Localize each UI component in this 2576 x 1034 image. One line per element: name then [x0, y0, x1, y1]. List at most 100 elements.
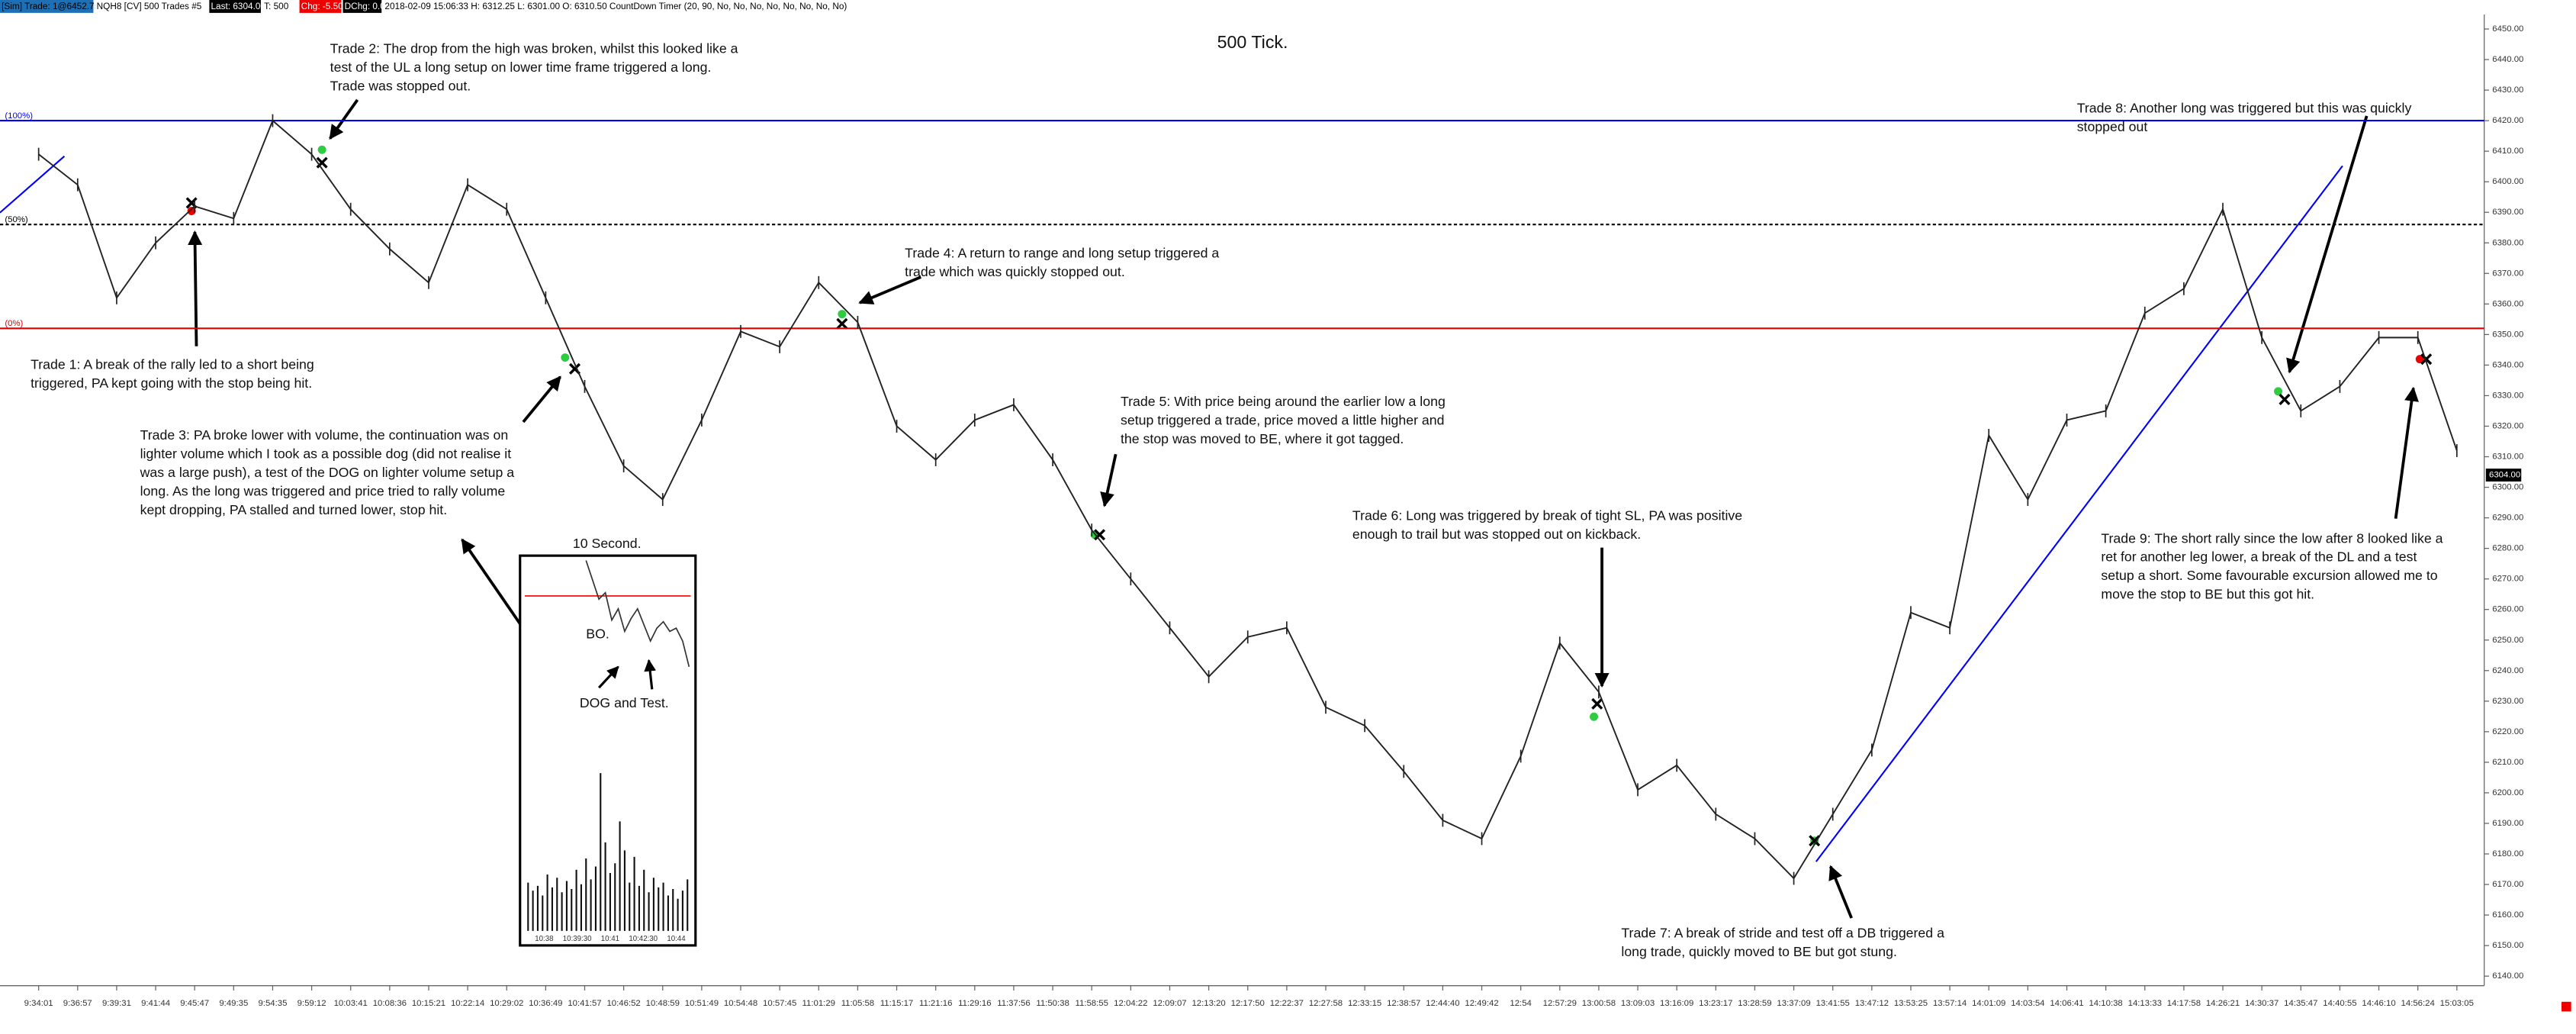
status-text: Chg: -5.50 — [301, 1, 344, 11]
arrow — [522, 375, 561, 424]
annotation: Trade 7: A break of stride and test off … — [1621, 925, 1944, 940]
x-tick-label: 12:44:40 — [1426, 999, 1459, 1008]
x-tick-label: 13:47:12 — [1855, 999, 1889, 1008]
inset-price — [585, 560, 690, 667]
inset-x-axis: 10:38 10:39:30 10:41 10:42:30 10:44 — [535, 935, 686, 943]
y-tick-label: 6220.00 — [2492, 727, 2523, 736]
annotation: Trade 1: A break of the rally led to a s… — [31, 356, 314, 372]
x-tick-label: 12:49:42 — [1465, 999, 1498, 1008]
y-tick-label: 6330.00 — [2492, 391, 2523, 400]
status-cell — [209, 0, 261, 13]
x-tick-label: 14:01:09 — [1972, 999, 2005, 1008]
x-tick-label: 12:38:57 — [1387, 999, 1420, 1008]
annotation: move the stop to BE but this got hit. — [2101, 587, 2314, 602]
x-tick-label: 11:37:56 — [997, 999, 1030, 1008]
x-tick-label: 11:05:58 — [841, 999, 874, 1008]
x-tick-label: 10:36:49 — [529, 999, 562, 1008]
inset-x-label: 10:42:30 — [629, 935, 658, 943]
arrow — [2286, 115, 2369, 374]
annotation: setup triggered a trade, price moved a l… — [1121, 412, 1445, 427]
x-tick-label: 12:13:20 — [1192, 999, 1225, 1008]
y-tick-label: 6210.00 — [2492, 758, 2523, 767]
x-tick-label: 13:09:03 — [1621, 999, 1655, 1008]
level-label: (50%) — [5, 215, 28, 224]
annotation: Trade 2: The drop from the high was brok… — [330, 41, 738, 56]
x-tick-label: 10:03:41 — [334, 999, 368, 1008]
annotation: kept dropping, PA stalled and turned low… — [140, 502, 448, 517]
entry-dot — [2415, 355, 2424, 364]
entry-dot — [317, 145, 326, 154]
arrow — [188, 230, 203, 346]
y-tick-label: 6370.00 — [2492, 269, 2523, 278]
x-tick-label: 13:53:25 — [1894, 999, 1928, 1008]
status-cell — [343, 0, 382, 13]
x-tick-label: 14:17:58 — [2167, 999, 2201, 1008]
x-tick-label: 9:45:47 — [180, 999, 209, 1008]
arrow — [329, 98, 359, 140]
arrow — [1828, 865, 1853, 919]
annotation: stopped out — [2077, 119, 2148, 134]
entry-dot — [2274, 387, 2283, 396]
inset: 10 Second. BO. DOG and Test. 10:38 10:39:… — [519, 536, 697, 947]
y-tick-label: 6450.00 — [2492, 24, 2523, 34]
x-tick-label: 9:54:35 — [258, 999, 287, 1008]
x-tick-label: 10:29:02 — [490, 999, 523, 1008]
x-tick-label: 9:41:44 — [141, 999, 170, 1008]
x-tick-label: 12:57:29 — [1543, 999, 1577, 1008]
y-tick-label: 6400.00 — [2492, 177, 2523, 186]
entry-dot — [1590, 712, 1599, 721]
x-tick-label: 10:41:57 — [568, 999, 601, 1008]
level-label: (0%) — [5, 319, 23, 328]
x-tick-label: 13:23:17 — [1699, 999, 1732, 1008]
inset-frame — [519, 554, 697, 947]
x-tick-label: 9:49:35 — [219, 999, 248, 1008]
status-cell — [95, 0, 208, 13]
annotation: lighter volume which I took as a possibl… — [140, 446, 512, 462]
y-tick-label: 6320.00 — [2492, 421, 2523, 430]
x-tick-label: 11:29:16 — [958, 999, 991, 1008]
y-tick-label: 6240.00 — [2492, 666, 2523, 675]
x-tick-label: 13:41:55 — [1816, 999, 1850, 1008]
x-tick-label: 14:40:55 — [2323, 999, 2356, 1008]
inset-volume — [527, 773, 689, 931]
annotation: Trade 6: Long was triggered by break of … — [1352, 508, 1742, 523]
x-tick-label: 10:15:21 — [412, 999, 445, 1008]
y-tick-label: 6160.00 — [2492, 910, 2523, 920]
y-tick-label: 6250.00 — [2492, 636, 2523, 645]
x-tick-label: 14:13:33 — [2128, 999, 2162, 1008]
annotation: the stop was moved to BE, where it got t… — [1121, 431, 1404, 446]
y-tick-label: 6140.00 — [2492, 971, 2523, 981]
y-tick-label: 6440.00 — [2492, 55, 2523, 64]
y-tick-label: 6190.00 — [2492, 819, 2523, 828]
last-price-box — [2485, 469, 2522, 482]
y-tick-label: 6270.00 — [2492, 575, 2523, 584]
x-tick-label: 10:08:36 — [373, 999, 407, 1008]
annotation: test of the UL a long setup on lower tim… — [330, 60, 712, 75]
y-tick-label: 6420.00 — [2492, 116, 2523, 125]
x-tick-label: 12:27:58 — [1309, 999, 1343, 1008]
status-text: NQH8 [CV] 500 Trades #5 — [97, 1, 202, 11]
x-tick-label: 10:46:52 — [606, 999, 640, 1008]
inset-x-label: 10:38 — [535, 935, 553, 943]
y-tick-label: 6150.00 — [2492, 941, 2523, 950]
x-tick-label: 13:00:58 — [1582, 999, 1616, 1008]
x-tick-label: 13:57:14 — [1933, 999, 1967, 1008]
annotation: was a large push), a test of the DOG on … — [140, 465, 515, 480]
y-tick-label: 6290.00 — [2492, 514, 2523, 523]
x-tick-label: 14:46:10 — [2362, 999, 2395, 1008]
x-tick-label: 14:26:21 — [2206, 999, 2240, 1008]
chart-title: 500 Tick. — [1217, 32, 1288, 52]
y-tick-label: 6350.00 — [2492, 330, 2523, 339]
trade-markers — [185, 145, 2433, 847]
annotation: Trade was stopped out. — [330, 79, 471, 94]
x-tick-label: 13:28:59 — [1738, 999, 1771, 1008]
status-text: 2018-02-09 15:06:33 H: 6312.25 L: 6301.0… — [384, 1, 847, 11]
x-tick-label: 11:58:55 — [1075, 999, 1108, 1008]
x-tick-label: 9:36:57 — [63, 999, 92, 1008]
y-tick-label: 6410.00 — [2492, 147, 2523, 156]
status-text: DChg: 0.00 — [345, 1, 391, 11]
annotation: Trade 3: PA broke lower with volume, the… — [140, 427, 509, 443]
x-tick-label: 10:57:45 — [763, 999, 796, 1008]
x-tick-label: 14:10:38 — [2089, 999, 2122, 1008]
arrow — [644, 659, 657, 690]
